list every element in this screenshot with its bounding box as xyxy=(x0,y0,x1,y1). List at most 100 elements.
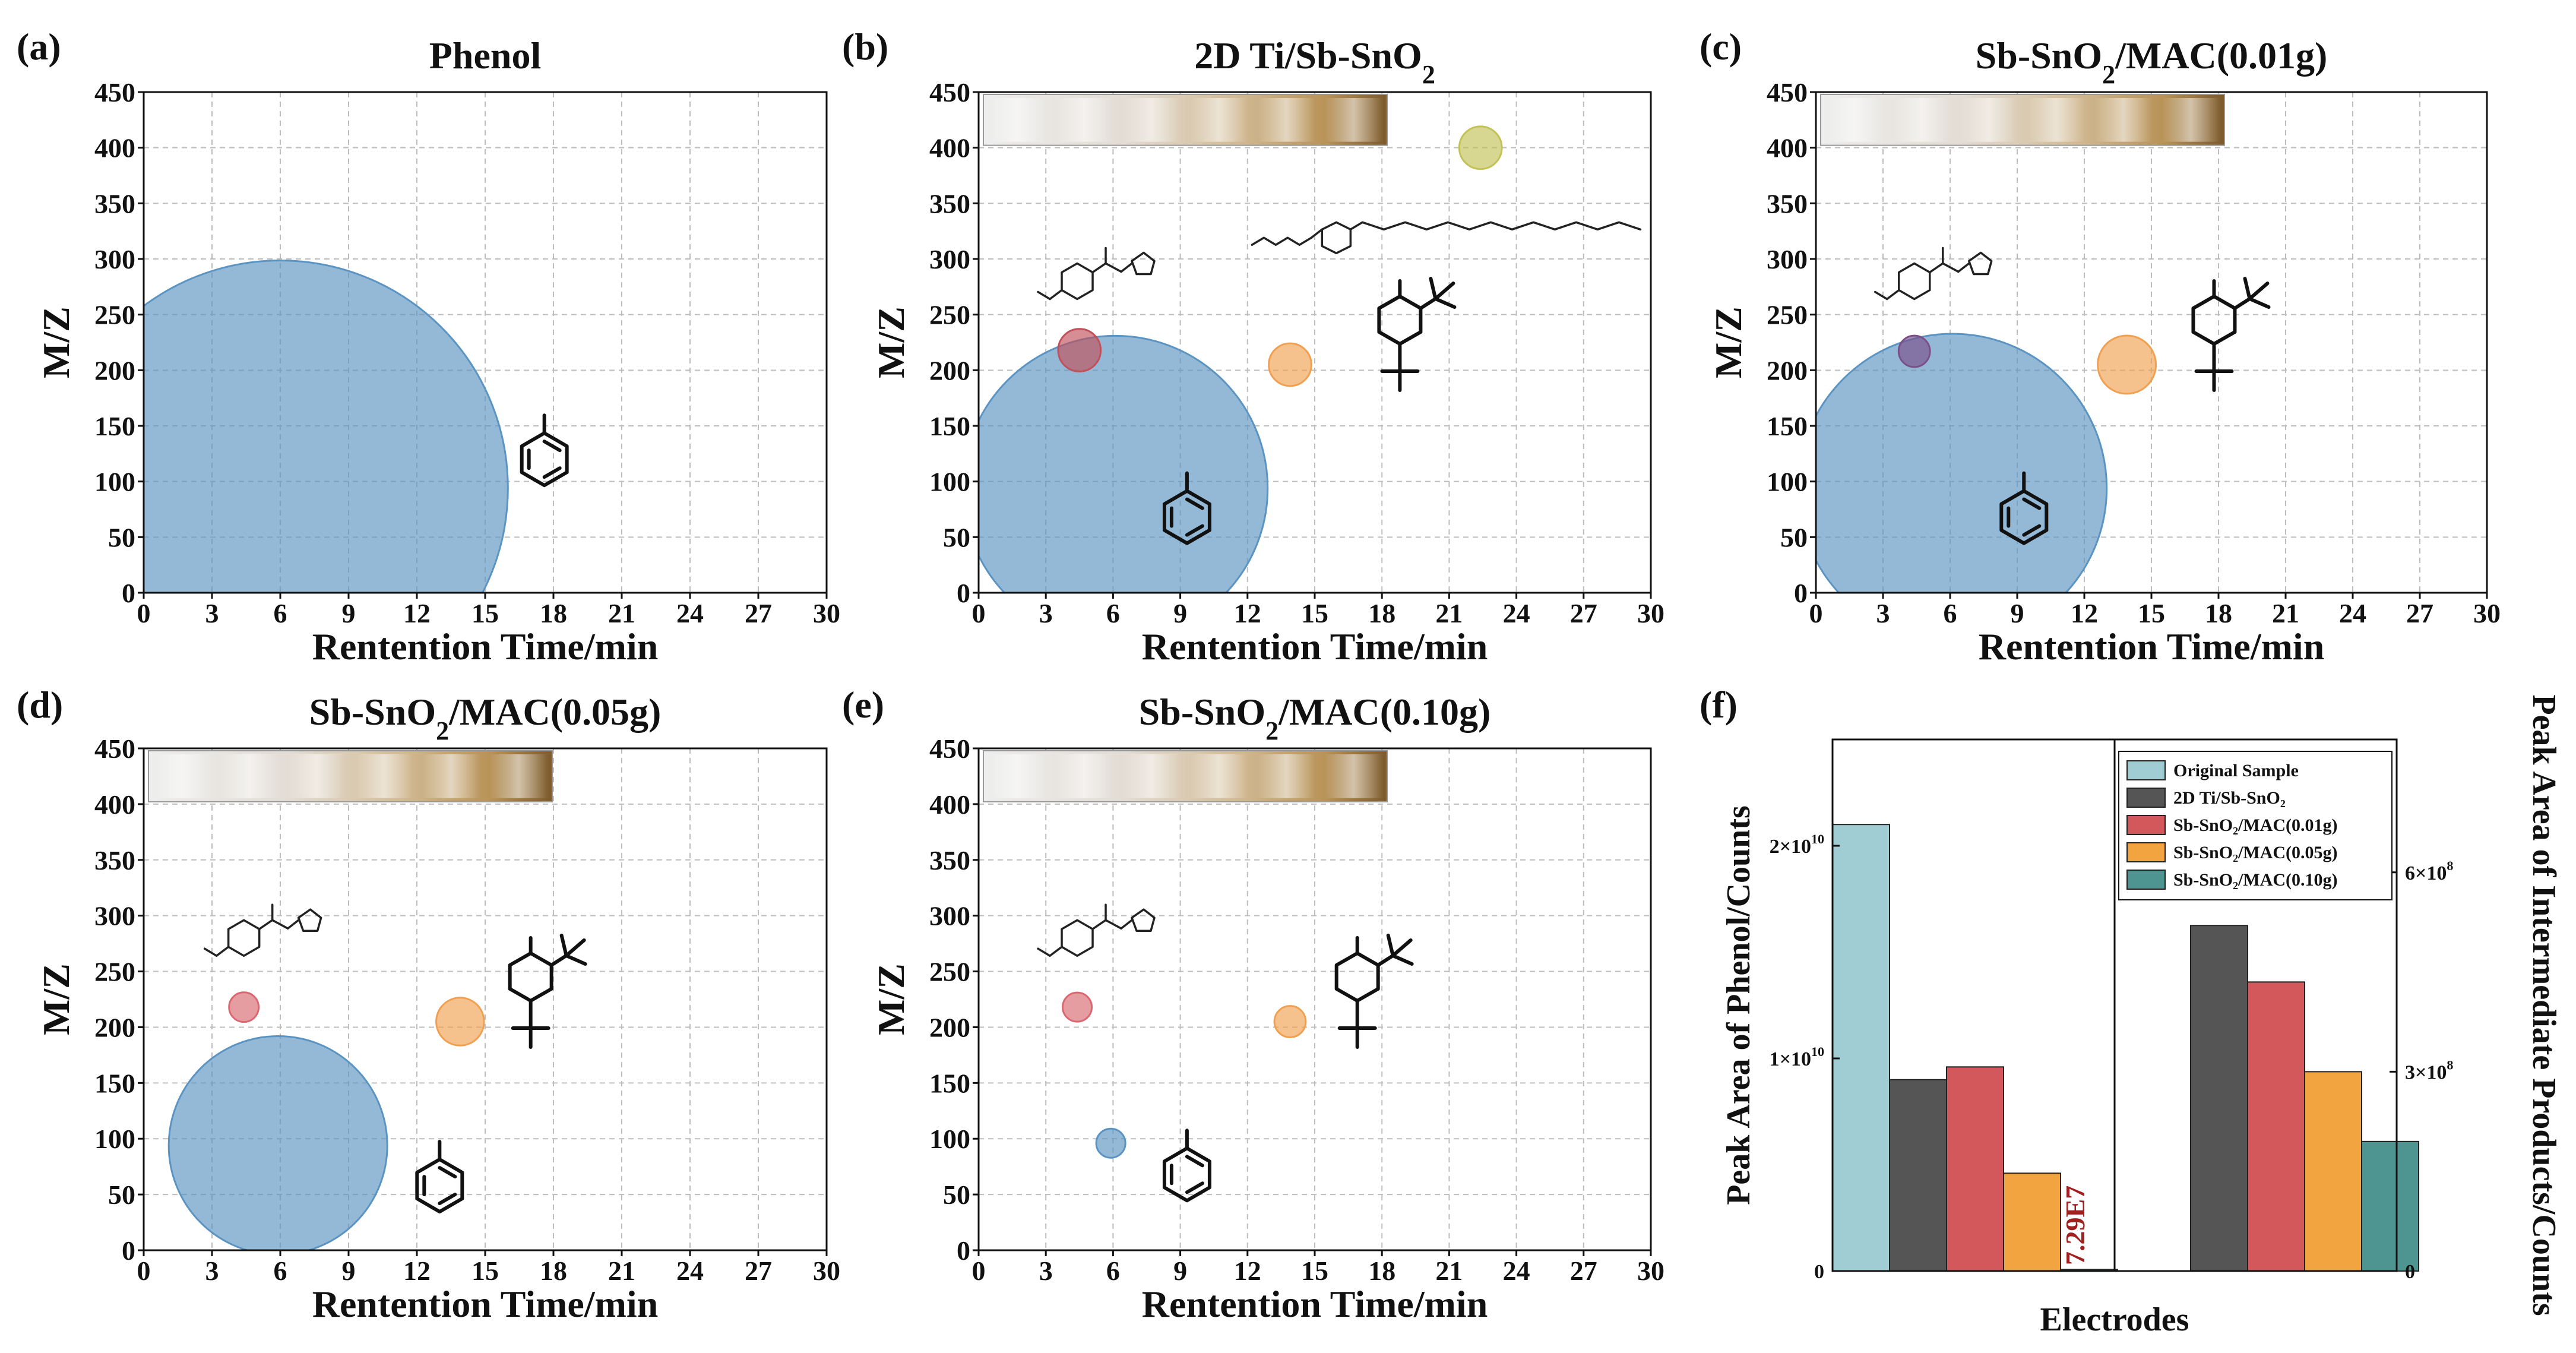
y-tick-label: 250 xyxy=(929,300,970,330)
y-axis-label: M/Z xyxy=(870,306,912,378)
y-tick-label: 350 xyxy=(929,845,970,875)
vial-1 xyxy=(988,98,1046,142)
x-tick-label: 9 xyxy=(1173,1256,1187,1286)
panel-title-subscript: 2 xyxy=(436,716,449,745)
di-tert-butylphenol-structure xyxy=(510,935,586,1047)
x-tick-label: 24 xyxy=(2339,598,2366,628)
bubble-phenol xyxy=(1095,1127,1126,1159)
left-tick-label: 2×1010 xyxy=(1770,832,1824,858)
y-tick-label: 350 xyxy=(94,845,135,875)
bar-intermediate-sb-sno2-mac-0-10g- xyxy=(2361,1140,2419,1272)
bar-phenol-2d-ti-sb-sno2 xyxy=(1889,1079,1947,1272)
di-tert-butylphenol-structure-shape xyxy=(510,935,586,1047)
x-tick-label: 0 xyxy=(137,1256,151,1286)
y-tick-label: 100 xyxy=(94,1124,135,1154)
ethoxylate-chain-structure xyxy=(1251,221,1642,255)
bar-value-annotation: 7.29E7 xyxy=(2060,1186,2090,1265)
phenol-structure xyxy=(1164,1130,1210,1200)
x-tick-label: 0 xyxy=(1809,598,1823,628)
y-tick-label: 200 xyxy=(929,1012,970,1042)
legend-swatch xyxy=(2126,788,2166,808)
vial-photo-strip xyxy=(983,94,1388,146)
vial-1 xyxy=(988,754,1046,798)
x-tick-label: 21 xyxy=(608,1256,635,1286)
vial-photo-strip xyxy=(1820,94,2225,146)
panel-title-subscript: 2 xyxy=(1422,60,1435,89)
y-tick-label: 200 xyxy=(1767,355,1808,385)
left-tick-exponent: 10 xyxy=(1811,1044,1824,1059)
y-tick-label: 300 xyxy=(929,901,970,931)
panel-title-main: Sb-SnO xyxy=(1139,691,1265,733)
right-tick-label: 3×108 xyxy=(2405,1057,2453,1083)
x-tick-label: 0 xyxy=(972,598,986,628)
vial-4 xyxy=(355,754,413,798)
legend-label: 2D Ti/Sb-SnO₂ xyxy=(2173,788,2286,808)
right-tick-base: 6×10 xyxy=(2405,862,2447,884)
panel-title: Sb-SnO2/MAC(0.10g) xyxy=(1139,691,1491,745)
panel-label-a: (a) xyxy=(17,26,61,68)
y-tick-label: 200 xyxy=(94,1012,135,1042)
panel-label-f: (f) xyxy=(1700,684,1738,726)
y-tick-label: 300 xyxy=(929,244,970,274)
y-tick-label: 450 xyxy=(94,734,135,764)
y-tick-label: 250 xyxy=(94,957,135,987)
y-axis-label: M/Z xyxy=(35,306,77,378)
x-tick-label: 12 xyxy=(1234,598,1261,628)
y-tick-label: 250 xyxy=(1767,300,1808,330)
phenol-structure xyxy=(417,1142,462,1212)
right-tick-label: 6×108 xyxy=(2405,858,2453,884)
x-axis-label: Rentention Time/min xyxy=(1142,1283,1488,1325)
legend-label: Sb-SnO₂/MAC(0.10g) xyxy=(2173,870,2338,890)
vial-6 xyxy=(1324,754,1382,798)
x-tick-label: 9 xyxy=(342,1256,356,1286)
di-tert-butylphenol-structure xyxy=(1337,935,1412,1047)
vial-2 xyxy=(1893,98,1951,142)
y-tick-label: 400 xyxy=(929,133,970,163)
panel-label-c: (c) xyxy=(1700,26,1742,68)
ester-structure-shape xyxy=(1874,246,1993,301)
bar-plot-frame xyxy=(1831,738,2398,1272)
panels-layer: 0 3 6 9 12 15 18 21 24 27 300501001502002503003504… xyxy=(17,26,2501,1325)
y-tick-label: 0 xyxy=(1794,578,1808,608)
x-axis-label: Electrodes xyxy=(2040,1301,2189,1338)
panel-c: 0 3 6 9 12 15 18 21 24 27 300501001502002503003504… xyxy=(1700,26,2501,668)
vial-5 xyxy=(422,754,480,798)
ester-structure xyxy=(1037,246,1156,301)
vial-3 xyxy=(1960,98,2018,142)
x-axis-label: Rentention Time/min xyxy=(312,1283,659,1325)
vial-2 xyxy=(220,754,279,798)
vial-1 xyxy=(153,754,211,798)
x-tick-label: 24 xyxy=(1503,598,1530,628)
ester-structure-shape xyxy=(203,903,322,957)
ethoxylate-chain xyxy=(1349,221,1642,231)
x-tick-label: 18 xyxy=(540,598,567,628)
y-tick-label: 300 xyxy=(94,901,135,931)
x-tick-label: 18 xyxy=(540,1256,567,1286)
panel-b: 0 3 6 9 12 15 18 21 24 27 300501001502002503003504… xyxy=(842,26,1664,668)
bubble-2-4-di-tert-butylphenol xyxy=(435,997,485,1047)
x-tick-label: 3 xyxy=(205,598,219,628)
bubble-phenol xyxy=(167,1035,388,1250)
y-tick-label: 400 xyxy=(94,789,135,820)
vial-5 xyxy=(1257,98,1315,142)
y-tick-label: 50 xyxy=(943,522,970,552)
vial-strip-background xyxy=(983,94,1388,146)
di-tert-butylphenol-structure xyxy=(2193,279,2268,390)
bubble-2-4-di-tert-butylphenol xyxy=(1268,342,1312,387)
ethoxylate-ring xyxy=(1321,221,1352,255)
y-tick-label: 450 xyxy=(1767,77,1808,108)
bar-phenol-original-sample xyxy=(1832,824,1890,1272)
y-tick-label: 400 xyxy=(94,133,135,163)
left-tick-exponent: 10 xyxy=(1811,832,1824,846)
x-tick-label: 6 xyxy=(1106,598,1120,628)
x-tick-label: 21 xyxy=(1435,598,1463,628)
y-tick-label: 50 xyxy=(1780,522,1808,552)
y-tick-label: 50 xyxy=(943,1180,970,1210)
vial-3 xyxy=(1122,98,1181,142)
x-tick-label: 6 xyxy=(274,1256,287,1286)
bubble-phenol xyxy=(144,260,509,593)
bar-intermediate-sb-sno2-mac-0-05g- xyxy=(2304,1071,2362,1272)
vial-photo-strip xyxy=(148,750,553,802)
bubble-layer xyxy=(1816,333,2157,593)
